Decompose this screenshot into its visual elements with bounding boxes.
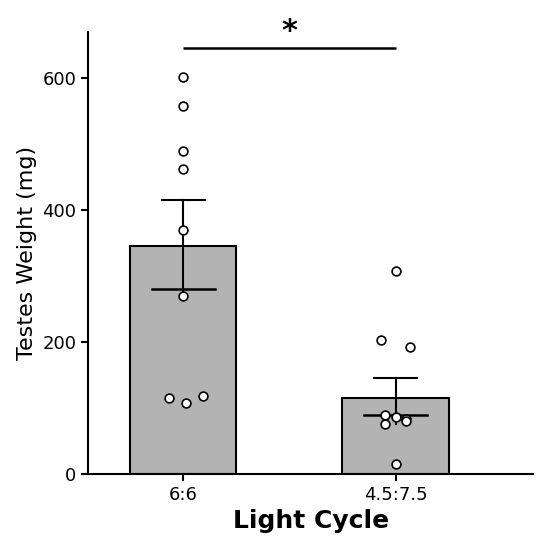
Point	[179, 292, 188, 300]
Point	[391, 412, 400, 421]
Point	[391, 460, 400, 469]
Text: *: *	[282, 17, 298, 46]
Bar	[130, 246, 236, 474]
Point	[179, 164, 188, 173]
Point	[181, 398, 190, 407]
Point	[198, 392, 207, 400]
Point	[179, 226, 188, 234]
Bar	[343, 398, 448, 474]
Point	[376, 336, 385, 344]
Point	[406, 343, 415, 351]
Point	[179, 101, 188, 110]
Point	[402, 417, 410, 426]
Y-axis label: Testes Weight (mg): Testes Weight (mg)	[16, 146, 37, 360]
Point	[381, 420, 389, 428]
Point	[391, 266, 400, 275]
Point	[164, 394, 173, 403]
Point	[402, 415, 410, 424]
Point	[179, 72, 188, 81]
X-axis label: Light Cycle: Light Cycle	[233, 509, 389, 534]
Point	[381, 410, 389, 419]
Point	[179, 146, 188, 155]
